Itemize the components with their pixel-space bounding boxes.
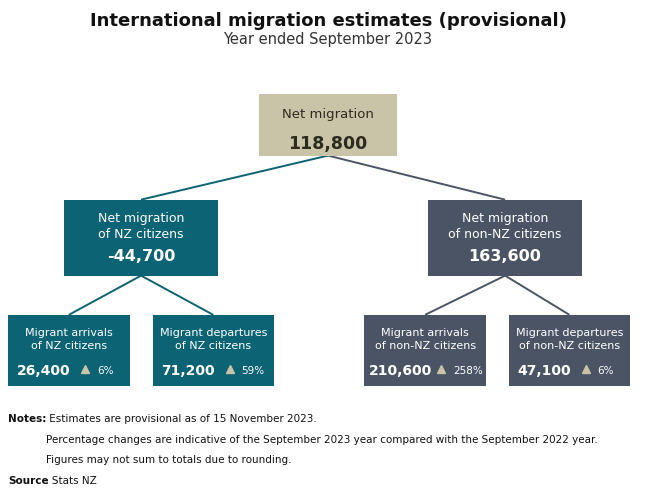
Text: 210,600: 210,600 [369, 364, 432, 378]
Text: 71,200: 71,200 [161, 364, 215, 378]
Text: Migrant departures
of NZ citizens: Migrant departures of NZ citizens [159, 328, 267, 351]
FancyBboxPatch shape [8, 315, 130, 386]
FancyBboxPatch shape [428, 200, 583, 275]
Text: Migrant arrivals
of NZ citizens: Migrant arrivals of NZ citizens [25, 328, 113, 351]
FancyBboxPatch shape [152, 315, 274, 386]
Text: 47,100: 47,100 [518, 364, 571, 378]
Text: Net migration
of non-NZ citizens: Net migration of non-NZ citizens [449, 212, 562, 242]
FancyBboxPatch shape [365, 315, 485, 386]
Text: 6%: 6% [97, 366, 113, 376]
Text: Source: Source [8, 476, 49, 486]
Text: -44,700: -44,700 [107, 249, 175, 264]
Text: 59%: 59% [241, 366, 264, 376]
Text: : Stats NZ: : Stats NZ [45, 476, 96, 486]
Text: International migration estimates (provisional): International migration estimates (provi… [90, 12, 566, 30]
Text: Estimates are provisional as of 15 November 2023.: Estimates are provisional as of 15 Novem… [46, 414, 317, 424]
Text: 6%: 6% [598, 366, 614, 376]
Text: Net migration
of NZ citizens: Net migration of NZ citizens [98, 212, 184, 242]
Text: Figures may not sum to totals due to rounding.: Figures may not sum to totals due to rou… [46, 455, 291, 465]
Text: Migrant departures
of non-NZ citizens: Migrant departures of non-NZ citizens [516, 328, 623, 351]
FancyBboxPatch shape [259, 94, 397, 156]
Text: 118,800: 118,800 [289, 135, 367, 152]
FancyBboxPatch shape [509, 315, 630, 386]
Text: 163,600: 163,600 [468, 249, 542, 264]
Text: 258%: 258% [453, 366, 483, 376]
Text: Percentage changes are indicative of the September 2023 year compared with the S: Percentage changes are indicative of the… [46, 435, 598, 444]
FancyBboxPatch shape [64, 200, 218, 275]
Text: Year ended September 2023: Year ended September 2023 [224, 32, 432, 47]
Text: Net migration: Net migration [282, 108, 374, 121]
Text: 26,400: 26,400 [17, 364, 71, 378]
Text: Notes:: Notes: [8, 414, 46, 424]
Text: Migrant arrivals
of non-NZ citizens: Migrant arrivals of non-NZ citizens [375, 328, 476, 351]
